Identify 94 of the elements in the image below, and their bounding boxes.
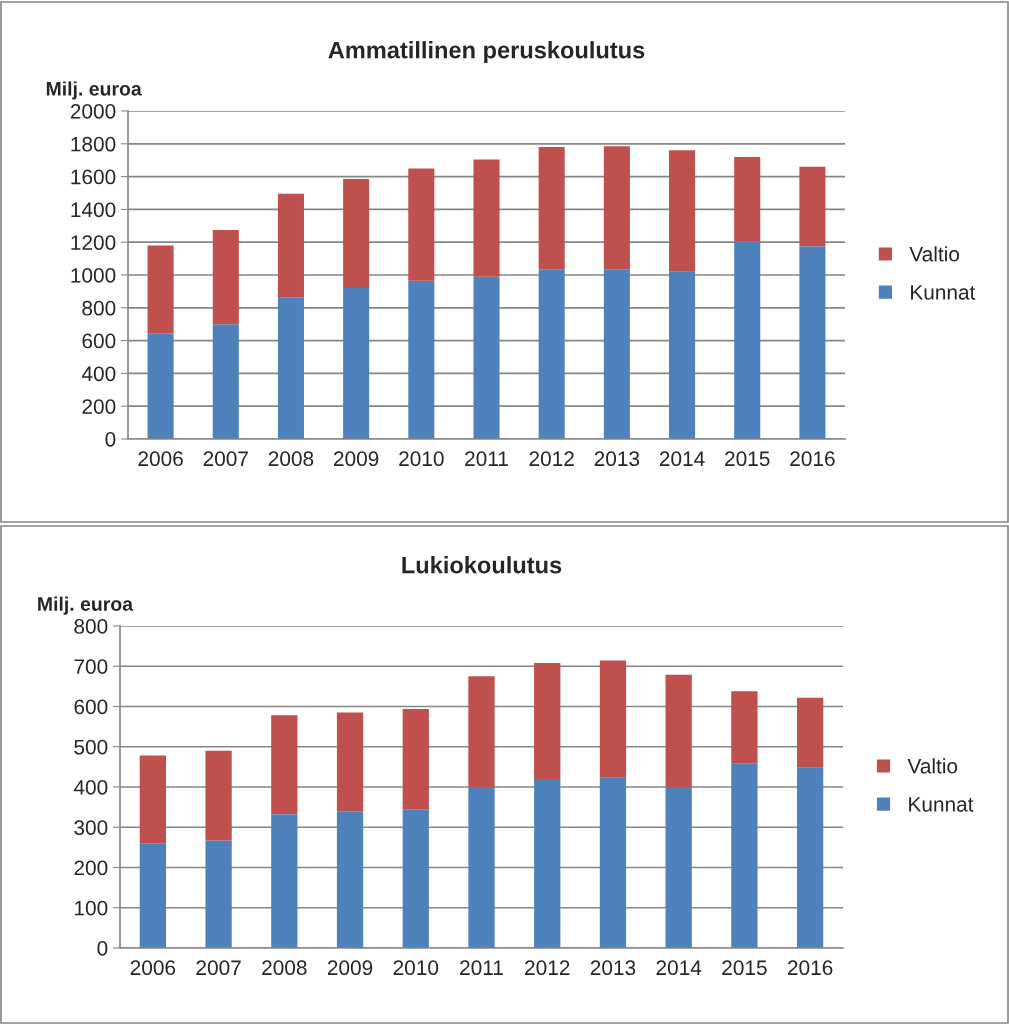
bar	[669, 271, 696, 439]
x-tick-label: 2006	[130, 960, 176, 976]
y-tick-label: 600	[82, 333, 116, 349]
x-tick-label: 2008	[262, 960, 307, 976]
bar	[402, 708, 429, 810]
legend-label: Valtio	[909, 246, 960, 262]
bar	[799, 246, 826, 439]
y-tick-label: 0	[105, 432, 116, 447]
x-tick-label: 2007	[203, 451, 248, 467]
y-tick-label: 1600	[71, 169, 116, 185]
legend-label: Kunnat	[909, 797, 974, 812]
y-tick-label: 200	[82, 399, 116, 414]
y-tick-label: 600	[74, 699, 108, 715]
x-tick-label: 2011	[460, 960, 503, 976]
bar	[731, 691, 758, 764]
bar	[534, 663, 561, 779]
x-tick-label: 2008	[268, 451, 314, 467]
bar	[665, 787, 692, 948]
y-tick-label: 0	[97, 941, 108, 956]
bar	[212, 229, 239, 325]
bar	[669, 150, 696, 272]
bar	[534, 778, 561, 948]
y-tick-label: 700	[74, 659, 108, 674]
bar	[277, 193, 304, 298]
bar	[336, 811, 364, 948]
x-tick-label: 2007	[196, 960, 241, 976]
y-tick-label: 400	[73, 780, 108, 795]
bar	[796, 767, 824, 948]
bar	[799, 166, 826, 247]
bar	[343, 179, 370, 289]
chart-title: Ammatillinen peruskoulutus	[328, 41, 645, 64]
x-tick-label: 2009	[327, 960, 373, 976]
y-tick-label: 800	[82, 300, 116, 316]
bar	[139, 755, 167, 844]
bar	[734, 156, 761, 242]
bar	[205, 840, 232, 948]
bar	[734, 241, 761, 439]
x-tick-label: 2014	[659, 451, 705, 467]
bar	[147, 245, 174, 334]
bar	[336, 712, 364, 812]
bar	[147, 333, 174, 439]
legend-label: Valtio	[907, 758, 958, 774]
bar	[599, 660, 627, 778]
x-tick-label: 2010	[393, 960, 439, 976]
y-tick-label: 1000	[71, 268, 116, 283]
bar	[343, 288, 370, 439]
x-tick-label: 2015	[725, 451, 770, 467]
y-axis-title: Milj. euroa	[46, 81, 142, 100]
y-tick-label: 500	[74, 739, 108, 755]
y-tick-label: 1400	[71, 202, 116, 218]
y-tick-label: 400	[81, 366, 116, 382]
x-tick-label: 2011	[465, 451, 508, 467]
bar	[408, 168, 435, 281]
y-tick-label: 800	[74, 619, 108, 634]
x-tick-label: 2013	[594, 451, 640, 467]
x-tick-label: 2016	[790, 451, 835, 467]
y-tick-label: 300	[74, 820, 108, 835]
y-tick-label: 1200	[71, 235, 116, 250]
bar	[473, 159, 500, 277]
x-tick-label: 2009	[334, 451, 379, 467]
bar	[271, 814, 298, 948]
x-tick-label: 2013	[590, 960, 636, 976]
bar	[599, 777, 627, 948]
bar	[205, 750, 232, 841]
y-tick-label: 200	[74, 860, 108, 876]
bar	[212, 324, 239, 439]
bar	[139, 843, 167, 948]
bar	[603, 146, 630, 270]
bar	[271, 715, 298, 815]
y-tick-label: 2000	[70, 104, 116, 119]
bar	[402, 809, 429, 948]
chart-title: Lukiokoulutus	[402, 556, 562, 574]
y-tick-label: 1800	[71, 136, 116, 152]
bar	[473, 276, 500, 439]
bar	[665, 674, 692, 787]
x-tick-label: 2010	[399, 451, 444, 467]
bar	[408, 280, 435, 439]
x-tick-label: 2012	[525, 960, 570, 976]
legend-label: Kunnat	[911, 285, 976, 300]
x-tick-label: 2016	[788, 960, 833, 976]
bar	[603, 269, 630, 439]
bar	[468, 676, 495, 787]
y-tick-label: 100	[75, 900, 108, 916]
x-tick-label: 2006	[138, 451, 183, 467]
x-tick-label: 2015	[722, 960, 767, 976]
bar	[538, 269, 565, 439]
bar	[468, 787, 495, 948]
x-tick-label: 2014	[656, 960, 702, 976]
bar	[277, 297, 304, 439]
bar	[538, 147, 565, 270]
y-axis-title: Milj. euroa	[38, 596, 134, 615]
bar	[796, 697, 824, 768]
bar	[731, 763, 758, 948]
x-tick-label: 2012	[529, 451, 574, 467]
